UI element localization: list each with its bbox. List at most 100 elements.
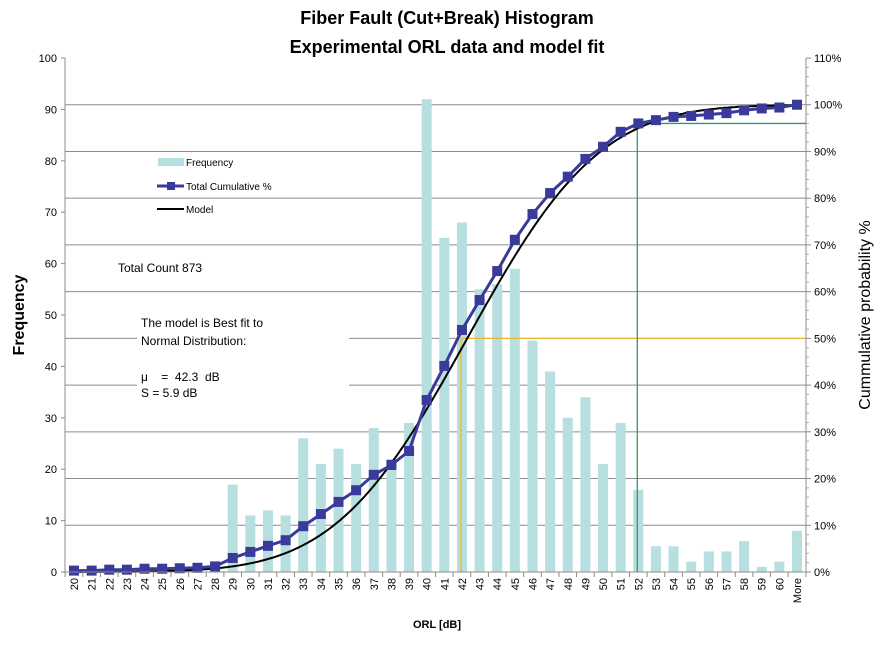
x-tick-label: 51 bbox=[616, 578, 628, 590]
cumulative-point-38 bbox=[386, 459, 397, 470]
legend-label-cumulative: Total Cumulative % bbox=[186, 182, 272, 193]
bar-48 bbox=[562, 417, 573, 572]
legend: Frequency Total Cumulative % Model bbox=[157, 158, 272, 216]
cumulative-point-47 bbox=[545, 188, 556, 199]
bar-60 bbox=[774, 561, 785, 572]
cumulative-point-36 bbox=[351, 485, 362, 496]
legend-label-model: Model bbox=[186, 205, 213, 216]
cumulative-point-57 bbox=[721, 108, 732, 119]
x-tick-label: 44 bbox=[492, 578, 504, 590]
cumulative-point-31 bbox=[262, 540, 273, 551]
y-tick-label: 10 bbox=[45, 516, 57, 528]
bar-More bbox=[792, 530, 802, 572]
cumulative-point-52 bbox=[633, 118, 644, 129]
y2-tick-label: 30% bbox=[814, 427, 836, 439]
y2-tick-label: 20% bbox=[814, 474, 836, 486]
cumulative-point-33 bbox=[298, 521, 309, 532]
x-tick-label: 50 bbox=[598, 578, 610, 590]
cumulative-point-39 bbox=[404, 445, 415, 456]
cumulative-point-20 bbox=[69, 565, 79, 576]
x-tick-label: 25 bbox=[157, 578, 169, 590]
cumulative-point-42 bbox=[456, 324, 467, 335]
x-tick-label: 21 bbox=[87, 578, 99, 590]
y-tick-label: 0 bbox=[51, 567, 57, 579]
bar-43 bbox=[474, 289, 485, 572]
bar-35 bbox=[333, 448, 344, 572]
bar-55 bbox=[686, 561, 697, 572]
model-annotation-line2: Normal Distribution: bbox=[141, 334, 246, 348]
x-tick-label: 42 bbox=[457, 578, 469, 590]
bar-36 bbox=[351, 464, 362, 572]
cumulative-point-32 bbox=[280, 535, 291, 546]
legend-marker-cumulative bbox=[167, 182, 175, 190]
x-tick-label: 30 bbox=[245, 578, 257, 590]
cumulative-point-50 bbox=[598, 141, 609, 152]
cumulative-point-60 bbox=[774, 102, 785, 113]
x-tick-label: 28 bbox=[210, 578, 222, 590]
bar-57 bbox=[721, 551, 732, 572]
x-tick-label: 49 bbox=[580, 578, 592, 590]
bar-41 bbox=[439, 237, 450, 572]
cumulative-point-35 bbox=[333, 496, 344, 507]
y2-tick-label: 60% bbox=[814, 287, 836, 299]
chart-title-line1: Fiber Fault (Cut+Break) Histogram bbox=[300, 8, 594, 28]
x-tick-label: 46 bbox=[527, 578, 539, 590]
cumulative-point-26 bbox=[174, 563, 185, 574]
cumulative-point-43 bbox=[474, 295, 485, 306]
x-tick-label: 20 bbox=[69, 578, 81, 590]
x-tick-label: 27 bbox=[192, 578, 204, 590]
x-tick-label: 23 bbox=[122, 578, 134, 590]
bar-51 bbox=[615, 422, 626, 572]
x-tick-label: 39 bbox=[404, 578, 416, 590]
chart-title-line2: Experimental ORL data and model fit bbox=[290, 37, 605, 57]
cumulative-point-28 bbox=[210, 561, 221, 572]
bar-47 bbox=[545, 371, 556, 572]
cumulative-point-27 bbox=[192, 562, 203, 573]
x-tick-label: 48 bbox=[563, 578, 575, 590]
x-tick-label: 52 bbox=[633, 578, 645, 590]
cumulative-point-34 bbox=[315, 509, 326, 520]
cumulative-point-56 bbox=[703, 109, 714, 120]
x-tick-label: 60 bbox=[774, 578, 786, 590]
x-tick-label: 37 bbox=[369, 578, 381, 590]
bar-29 bbox=[227, 484, 238, 572]
x-axis-label: ORL [dB] bbox=[413, 619, 461, 631]
x-tick-label: 33 bbox=[298, 578, 310, 590]
cumulative-point-22 bbox=[104, 564, 115, 575]
y-tick-label: 100 bbox=[39, 53, 57, 65]
bar-44 bbox=[492, 284, 503, 572]
bar-53 bbox=[650, 546, 661, 572]
x-tick-label: 35 bbox=[334, 578, 346, 590]
x-tick-label: 55 bbox=[686, 578, 698, 590]
x-tick-label: 45 bbox=[510, 578, 522, 590]
bar-30 bbox=[245, 515, 256, 572]
bar-39 bbox=[404, 422, 415, 572]
bar-46 bbox=[527, 340, 538, 572]
bar-56 bbox=[703, 551, 714, 572]
legend-label-frequency: Frequency bbox=[186, 158, 233, 169]
total-count-annotation: Total Count 873 bbox=[118, 261, 202, 275]
y-tick-label: 20 bbox=[45, 464, 57, 476]
cumulative-point-More bbox=[792, 99, 802, 110]
x-tick-label: 56 bbox=[704, 578, 716, 590]
bar-33 bbox=[298, 438, 309, 572]
cumulative-point-30 bbox=[245, 546, 256, 557]
cumulative-point-51 bbox=[615, 126, 626, 137]
y2-tick-label: 50% bbox=[814, 333, 836, 345]
y-tick-label: 30 bbox=[45, 413, 57, 425]
bar-49 bbox=[580, 397, 591, 572]
x-tick-label: 38 bbox=[386, 578, 398, 590]
y-tick-label: 80 bbox=[45, 156, 57, 168]
x-tick-label: 31 bbox=[263, 578, 275, 590]
cumulative-point-46 bbox=[527, 209, 538, 220]
x-tick-label: 59 bbox=[757, 578, 769, 590]
bar-59 bbox=[756, 566, 767, 572]
bar-50 bbox=[598, 464, 609, 572]
cumulative-point-54 bbox=[668, 111, 679, 122]
cumulative-point-29 bbox=[227, 552, 238, 563]
cumulative-point-45 bbox=[509, 234, 520, 245]
y2-axis-label: Cummulative probability % bbox=[857, 220, 874, 409]
cumulative-point-21 bbox=[86, 565, 97, 576]
x-tick-label: 32 bbox=[281, 578, 293, 590]
